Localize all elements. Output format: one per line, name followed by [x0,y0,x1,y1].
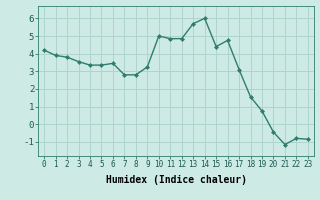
X-axis label: Humidex (Indice chaleur): Humidex (Indice chaleur) [106,175,246,185]
